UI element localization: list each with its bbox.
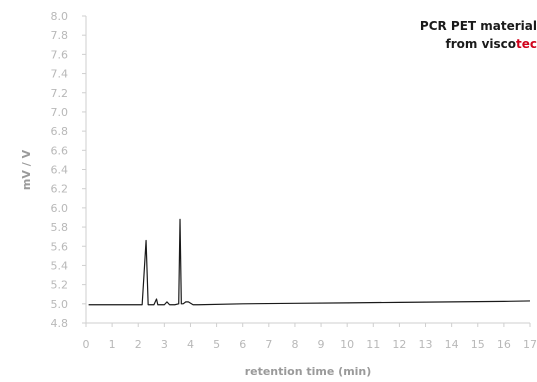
x-tick-label: 9 — [318, 338, 325, 351]
y-tick-label: 7.8 — [51, 29, 69, 42]
y-tick-label: 6.0 — [51, 202, 69, 215]
y-tick-label: 6.4 — [51, 164, 69, 177]
x-tick-label: 0 — [83, 338, 90, 351]
y-tick-label: 8.0 — [51, 10, 69, 23]
y-tick-label: 7.2 — [51, 87, 69, 100]
annotation-highlight: tec — [516, 37, 537, 51]
y-tick-label: 7.6 — [51, 48, 69, 61]
x-tick-label: 1 — [109, 338, 116, 351]
y-tick-label: 5.4 — [51, 259, 69, 272]
annotation-line1: PCR PET material — [420, 19, 537, 33]
series-line — [88, 218, 531, 306]
x-tick-label: 2 — [135, 338, 142, 351]
y-tick-label: 5.2 — [51, 279, 69, 292]
annotation-line2: from viscotec — [446, 37, 537, 51]
x-tick-label: 17 — [523, 338, 537, 351]
x-tick-label: 15 — [471, 338, 485, 351]
x-axis-ticks: 0 1 2 3 4 5 6 7 8 9 10 11 12 13 14 15 16 17 — [83, 323, 537, 351]
x-tick-label: 16 — [497, 338, 511, 351]
y-axis-label: mV / V — [20, 149, 33, 190]
x-tick-label: 10 — [340, 338, 354, 351]
x-tick-label: 3 — [161, 338, 168, 351]
y-tick-label: 6.2 — [51, 183, 69, 196]
annotation-prefix: from visco — [446, 37, 517, 51]
x-tick-label: 6 — [239, 338, 246, 351]
y-tick-label: 7.4 — [51, 68, 69, 81]
y-tick-label: 5.6 — [51, 240, 69, 253]
x-tick-label: 7 — [265, 338, 272, 351]
y-tick-label: 7.0 — [51, 106, 69, 119]
y-tick-label: 4.8 — [51, 317, 69, 330]
x-tick-label: 13 — [419, 338, 433, 351]
y-axis-ticks: 4.8 5.0 5.2 5.4 5.6 5.8 6.0 6.2 6.4 6.6 6.8 7.0 7.2 7… — [51, 10, 86, 330]
x-tick-label: 8 — [291, 338, 298, 351]
y-tick-label: 5.0 — [51, 298, 69, 311]
x-tick-label: 12 — [392, 338, 406, 351]
x-tick-label: 5 — [213, 338, 220, 351]
x-tick-label: 11 — [366, 338, 380, 351]
x-tick-label: 4 — [187, 338, 194, 351]
x-axis-label: retention time (min) — [245, 365, 372, 378]
y-tick-label: 6.6 — [51, 144, 69, 157]
y-tick-label: 5.8 — [51, 221, 69, 234]
y-tick-label: 6.8 — [51, 125, 69, 138]
x-tick-label: 14 — [445, 338, 459, 351]
